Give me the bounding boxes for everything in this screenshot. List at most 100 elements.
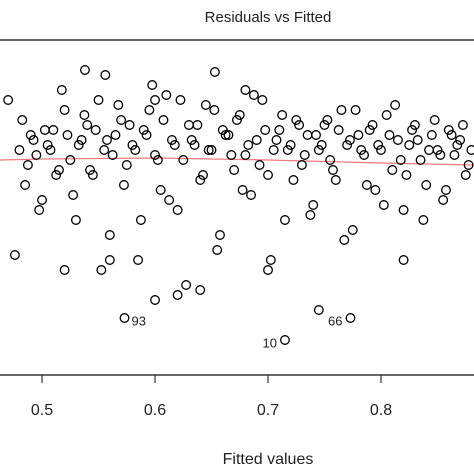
point (133, 255, 144, 265)
point (299, 150, 310, 160)
plot-frame (0, 39, 474, 376)
point (226, 150, 237, 160)
point (22, 160, 33, 170)
point (42, 140, 53, 150)
point (449, 150, 460, 160)
point (3, 95, 14, 105)
point (446, 130, 457, 140)
point (412, 135, 423, 145)
point (254, 160, 265, 170)
point (426, 130, 437, 140)
chart-title: Residuals vs Fitted (205, 9, 332, 26)
point (280, 215, 290, 225)
point (150, 95, 160, 105)
point (124, 120, 135, 130)
point (209, 67, 220, 77)
point (455, 135, 466, 145)
point (294, 120, 305, 130)
point (152, 155, 163, 165)
point (37, 195, 47, 205)
point (104, 230, 115, 240)
point (384, 130, 395, 140)
point (206, 145, 217, 155)
point (45, 145, 56, 155)
x-tick-label: 0.6 (144, 402, 166, 419)
point (381, 110, 392, 120)
point (401, 170, 412, 180)
point (282, 145, 293, 155)
point (161, 90, 172, 100)
point (237, 185, 248, 195)
point (217, 125, 228, 135)
point (280, 335, 290, 345)
point (73, 140, 84, 150)
point (121, 160, 132, 170)
point (274, 125, 285, 135)
point (316, 140, 327, 150)
point (104, 255, 115, 265)
point (178, 155, 189, 165)
point (181, 280, 192, 290)
point (240, 85, 251, 95)
point (110, 130, 121, 140)
point (322, 115, 333, 125)
point (150, 150, 160, 160)
point (119, 180, 129, 190)
point (296, 160, 307, 170)
point (48, 125, 59, 135)
point (229, 165, 240, 175)
point (9, 250, 20, 260)
point (68, 190, 79, 200)
point (172, 205, 183, 215)
x-tick-label: 0.8 (370, 402, 392, 419)
point (113, 100, 124, 110)
point (102, 135, 112, 145)
point (271, 135, 282, 145)
point (234, 110, 245, 120)
x-tick-label: 0.7 (257, 402, 279, 419)
point (263, 170, 273, 180)
point (435, 150, 446, 160)
point (59, 105, 70, 115)
point (209, 105, 220, 115)
point (39, 125, 50, 135)
point (432, 145, 443, 155)
point (452, 140, 463, 150)
point (141, 130, 152, 140)
point (319, 120, 330, 130)
point (203, 145, 214, 155)
point (404, 140, 415, 150)
point (370, 185, 381, 195)
point (25, 130, 36, 140)
point (59, 265, 70, 275)
point (424, 145, 434, 155)
point (231, 115, 242, 125)
point (14, 145, 25, 155)
point (268, 145, 279, 155)
point (251, 135, 262, 145)
point (443, 125, 454, 135)
point (466, 145, 474, 155)
point (116, 115, 127, 125)
point (200, 100, 211, 110)
point (429, 115, 440, 125)
point (325, 155, 336, 165)
point (240, 150, 251, 160)
point (100, 70, 111, 80)
point (56, 85, 67, 95)
point (119, 313, 130, 323)
point (107, 150, 118, 160)
point (347, 225, 358, 235)
point (127, 140, 138, 150)
point (353, 130, 364, 140)
point-label: 66 (328, 313, 342, 328)
point (90, 125, 101, 135)
point (398, 205, 409, 215)
point (265, 255, 276, 265)
x-axis-label: Fitted values (223, 451, 314, 468)
point (333, 125, 344, 135)
point (345, 313, 356, 323)
point (438, 195, 449, 205)
point (212, 245, 223, 255)
